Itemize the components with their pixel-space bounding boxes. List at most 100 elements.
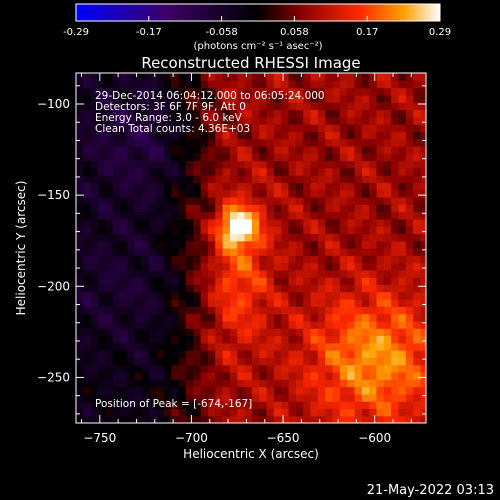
heatmap-cell (200, 262, 209, 271)
heatmap-cell (156, 240, 165, 249)
heatmap-cell (398, 393, 407, 402)
heatmap-cell (156, 124, 165, 132)
heatmap-cell (391, 233, 400, 242)
heatmap-cell (83, 320, 92, 329)
heatmap-cell (310, 320, 319, 329)
heatmap-cell (295, 116, 304, 125)
heatmap-cell (288, 320, 297, 329)
heatmap-cell (339, 393, 348, 402)
heatmap-cell (317, 160, 326, 169)
heatmap-cell (376, 415, 385, 423)
heatmap-cell (207, 175, 216, 183)
heatmap-cell (193, 328, 202, 337)
heatmap-cell (127, 306, 136, 315)
heatmap-cell (266, 240, 275, 249)
heatmap-cell (310, 189, 319, 198)
heatmap-cell (127, 102, 136, 111)
colorbar-tick-label: -0.29 (63, 27, 89, 38)
heatmap-cell (237, 379, 246, 388)
heatmap-cell (391, 109, 400, 118)
heatmap-cell (119, 226, 128, 235)
heatmap-cell (288, 153, 297, 162)
heatmap-cell (229, 109, 238, 118)
heatmap-cell (413, 364, 422, 373)
heatmap-cell (127, 218, 136, 227)
heatmap-cell (332, 342, 341, 351)
heatmap-cell (273, 189, 282, 198)
heatmap-cell (222, 401, 231, 410)
heatmap-cell (193, 277, 202, 286)
heatmap-cell (369, 299, 378, 307)
heatmap-cell (383, 102, 392, 111)
heatmap-cell (90, 116, 99, 125)
heatmap-cell (163, 218, 172, 227)
heatmap-cell (266, 73, 275, 81)
heatmap-cell (237, 328, 246, 337)
heatmap-cell (295, 364, 304, 373)
heatmap-cell (361, 145, 370, 154)
heatmap-cell (354, 116, 363, 125)
heatmap-cell (207, 401, 216, 410)
heatmap-cell (339, 335, 348, 344)
heatmap-cell (259, 102, 268, 111)
heatmap-cell (156, 386, 165, 395)
heatmap-cell (383, 277, 392, 286)
heatmap-cell (259, 233, 268, 242)
heatmap-cell (178, 401, 187, 410)
heatmap-cell (354, 262, 363, 271)
heatmap-cell (119, 277, 128, 286)
heatmap-cell (193, 299, 202, 307)
heatmap-cell (288, 131, 297, 140)
heatmap-cell (178, 262, 187, 271)
heatmap-cell (244, 233, 253, 242)
heatmap-cell (156, 255, 165, 264)
heatmap-cell (149, 175, 158, 183)
heatmap-cell (339, 160, 348, 169)
heatmap-cell (141, 408, 150, 417)
heatmap-cell (134, 80, 143, 89)
heatmap-cell (391, 342, 400, 351)
heatmap-cell (369, 175, 378, 183)
heatmap-cell (420, 306, 426, 315)
heatmap-cell (295, 160, 304, 169)
heatmap-cell (288, 145, 297, 154)
heatmap-cell (413, 145, 422, 154)
heatmap-cell (105, 320, 114, 329)
heatmap-cell (420, 80, 426, 89)
heatmap-cell (171, 306, 180, 315)
heatmap-cell (229, 211, 238, 220)
heatmap-cell (193, 160, 202, 169)
heatmap-cell (119, 306, 128, 315)
heatmap-cell (347, 138, 356, 147)
heatmap-cell (391, 211, 400, 220)
heatmap-cell (347, 218, 356, 227)
heatmap-cell (295, 291, 304, 300)
heatmap-cell (347, 350, 356, 358)
heatmap-cell (163, 124, 172, 132)
heatmap-cell (141, 138, 150, 147)
heatmap-cell (83, 386, 92, 395)
heatmap-cell (354, 124, 363, 132)
heatmap-cell (193, 342, 202, 351)
heatmap-cell (237, 401, 246, 410)
heatmap-cell (317, 116, 326, 125)
heatmap-cell (332, 109, 341, 118)
heatmap-cell (325, 204, 334, 213)
heatmap-cell (413, 379, 422, 388)
heatmap-cell (332, 335, 341, 344)
heatmap-cell (295, 320, 304, 329)
heatmap-cell (317, 204, 326, 213)
heatmap-cell (76, 131, 84, 140)
heatmap-cell (332, 401, 341, 410)
heatmap-cell (266, 262, 275, 271)
heatmap-cell (339, 73, 348, 81)
heatmap-cell (90, 211, 99, 220)
heatmap-cell (332, 226, 341, 235)
heatmap-cell (134, 145, 143, 154)
heatmap-cell (405, 291, 414, 300)
heatmap-cell (325, 320, 334, 329)
heatmap-cell (76, 269, 84, 278)
heatmap-cell (332, 313, 341, 322)
heatmap-cell (200, 182, 209, 191)
heatmap-cell (259, 80, 268, 89)
